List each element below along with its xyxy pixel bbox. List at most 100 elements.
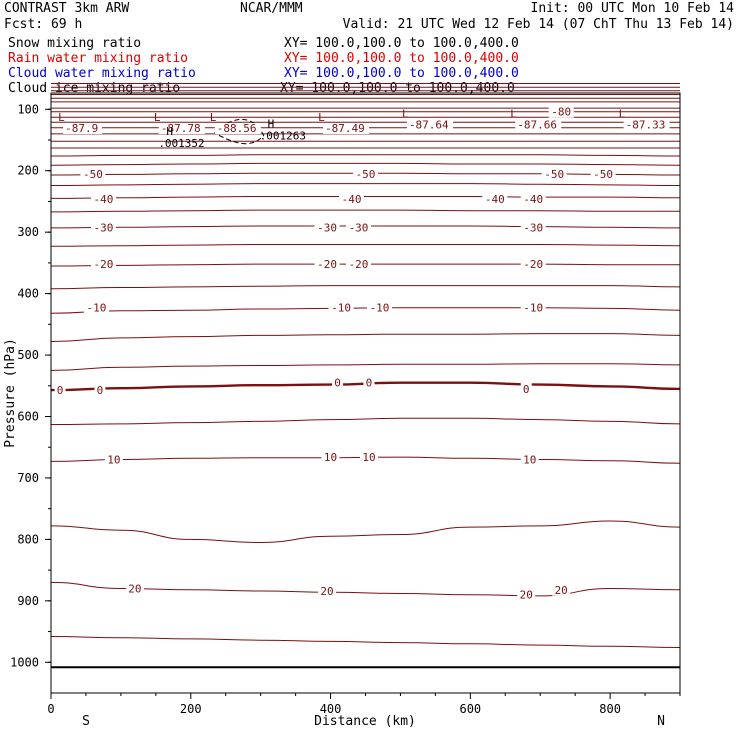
contour-label: -10 bbox=[331, 302, 351, 315]
x-tick-label: 0 bbox=[47, 702, 54, 716]
contour-label: -20 bbox=[317, 258, 337, 271]
isotherm-line bbox=[50, 520, 681, 544]
isotherm-line bbox=[50, 243, 681, 247]
contour-label-bg bbox=[346, 258, 372, 271]
y-tick-label: 1000 bbox=[10, 655, 39, 669]
isotherm-line bbox=[50, 285, 681, 290]
forecast-hour: Fcst: 69 h bbox=[4, 17, 83, 32]
plot-frame bbox=[50, 92, 681, 694]
title-left: CONTRAST 3km ARW bbox=[4, 1, 130, 16]
contour-label: -10 bbox=[86, 302, 106, 315]
x-tick-label: 400 bbox=[320, 702, 342, 716]
x-tick-label: 200 bbox=[180, 702, 202, 716]
contour-label: -30 bbox=[523, 221, 543, 234]
contour-label: -30 bbox=[349, 221, 369, 234]
high-marker: H bbox=[166, 125, 173, 138]
contour-label-bg bbox=[80, 167, 106, 180]
low-value: -88.56 bbox=[217, 122, 257, 135]
contour-label-bg bbox=[332, 376, 344, 389]
contour-label: 0 bbox=[57, 384, 64, 397]
field-cloud-ice-name: Cloud ice mixing ratio bbox=[8, 81, 181, 96]
isotherm-line bbox=[50, 307, 681, 314]
contour-label: -20 bbox=[93, 258, 113, 271]
contour-label: -40 bbox=[342, 193, 362, 206]
low-value: -87.9 bbox=[65, 122, 98, 135]
isotherm-line bbox=[50, 183, 681, 186]
y-tick-label: 200 bbox=[17, 164, 39, 178]
init-time: Init: 00 UTC Mon 10 Feb 14 bbox=[530, 1, 735, 16]
field-cloud-water-name: Cloud water mixing ratio bbox=[8, 66, 196, 81]
contour-label-bg bbox=[359, 451, 378, 464]
extremum-label-bg bbox=[515, 119, 562, 131]
contour-label-bg bbox=[125, 582, 144, 595]
contour-label-bg bbox=[314, 258, 340, 271]
contour-label: -20 bbox=[349, 258, 369, 271]
contour-label: -30 bbox=[93, 221, 113, 234]
contour-label: -50 bbox=[83, 168, 103, 181]
cloud-ice-contour bbox=[213, 119, 265, 145]
contour-label-bg bbox=[541, 167, 567, 180]
contour-label-bg bbox=[517, 588, 536, 601]
contour-label-bg bbox=[520, 192, 546, 205]
low-marker: L bbox=[619, 107, 626, 120]
contour-label: -30 bbox=[317, 221, 337, 234]
contour-label-bg bbox=[520, 382, 532, 395]
isotherm-line bbox=[50, 196, 681, 199]
contour-label: -50 bbox=[544, 168, 564, 181]
low-marker: L bbox=[154, 111, 161, 124]
contour-label-bg bbox=[318, 585, 337, 598]
contour-label: 10 bbox=[362, 451, 375, 464]
contour-label-bg bbox=[104, 453, 123, 466]
contour-label: 0 bbox=[334, 377, 341, 390]
isotherm-line bbox=[50, 363, 681, 371]
high-marker: H bbox=[268, 118, 275, 131]
endpoint-north: N bbox=[657, 714, 665, 729]
contour-label: -40 bbox=[485, 193, 505, 206]
contour-label-bg bbox=[363, 376, 375, 389]
contour-label-bg bbox=[520, 258, 546, 271]
isotherm-line bbox=[50, 417, 681, 425]
isotherm-line bbox=[50, 333, 681, 342]
contour-label-bg bbox=[548, 105, 574, 118]
contour-label: -40 bbox=[523, 193, 543, 206]
low-value: -87.66 bbox=[517, 118, 557, 131]
field-cloud-ice-xy: XY= 100.0,100.0 to 100.0,400.0 bbox=[280, 81, 515, 96]
contour-label: 20 bbox=[555, 584, 568, 597]
endpoint-south: S bbox=[82, 714, 90, 729]
contour-label: 20 bbox=[520, 589, 533, 602]
contour-label: -10 bbox=[370, 302, 390, 315]
y-tick-label: 900 bbox=[17, 594, 39, 608]
y-tick-label: 400 bbox=[17, 287, 39, 301]
contour-label-bg bbox=[54, 384, 66, 397]
contour-label-bg bbox=[346, 221, 372, 234]
contour-label-bg bbox=[353, 167, 378, 180]
low-value: -87.33 bbox=[626, 118, 666, 131]
y-tick-label: 100 bbox=[17, 102, 39, 116]
contour-label-bg bbox=[482, 192, 508, 205]
contour-label: 0 bbox=[523, 383, 530, 396]
field-cloud-water-xy: XY= 100.0,100.0 to 100.0,400.0 bbox=[284, 66, 519, 81]
title-mid: NCAR/MMM bbox=[240, 1, 303, 16]
low-marker: L bbox=[318, 111, 325, 124]
contour-label-bg bbox=[314, 221, 340, 234]
field-snow-xy: XY= 100.0,100.0 to 100.0,400.0 bbox=[284, 36, 519, 51]
low-value: -87.78 bbox=[161, 122, 201, 135]
contour-label-bg bbox=[90, 192, 116, 205]
extremum-label-bg bbox=[623, 119, 670, 131]
high-value: .001352 bbox=[158, 137, 204, 150]
low-value: -87.64 bbox=[409, 118, 449, 131]
contour-label: 10 bbox=[324, 451, 337, 464]
contour-label: 20 bbox=[128, 583, 141, 596]
valid-time: Valid: 21 UTC Wed 12 Feb 14 (07 ChT Thu … bbox=[342, 17, 734, 32]
contour-label: 10 bbox=[523, 454, 536, 467]
x-tick-label: 800 bbox=[599, 702, 621, 716]
contour-label-bg bbox=[94, 384, 106, 397]
extremum-label-bg bbox=[214, 122, 261, 134]
high-value: .001263 bbox=[260, 130, 306, 143]
y-tick-label: 500 bbox=[17, 348, 39, 362]
contour-label-bg bbox=[366, 301, 392, 314]
isotherm-line bbox=[50, 162, 681, 166]
isotherm-contours bbox=[50, 82, 681, 669]
